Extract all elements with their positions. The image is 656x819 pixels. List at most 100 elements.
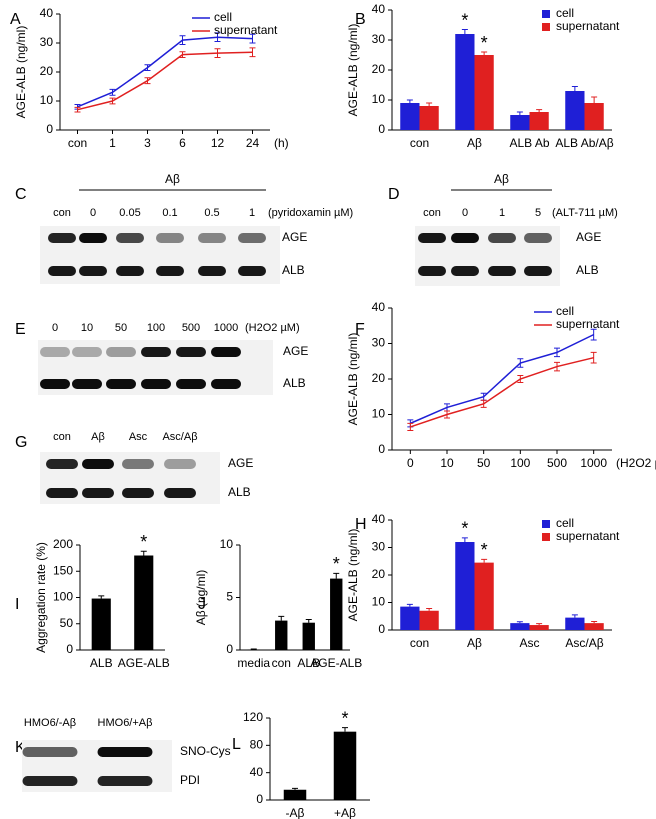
x-unit: (h) bbox=[274, 136, 289, 150]
significance-star: * bbox=[461, 519, 468, 539]
bar bbox=[302, 622, 315, 650]
y-tick-label: 30 bbox=[372, 32, 386, 46]
band bbox=[82, 459, 114, 469]
band bbox=[79, 266, 107, 276]
y-tick-label: 40 bbox=[372, 2, 386, 16]
lane-label: 0.5 bbox=[204, 207, 219, 219]
bar bbox=[455, 542, 475, 630]
band bbox=[97, 747, 153, 757]
error-bar bbox=[292, 787, 298, 790]
legend-swatch bbox=[542, 533, 550, 541]
lane-label: 5 bbox=[535, 207, 541, 219]
y-tick-label: 20 bbox=[372, 567, 386, 581]
band bbox=[488, 233, 516, 243]
bar bbox=[584, 103, 604, 130]
x-tick-label: -Aβ bbox=[286, 806, 305, 819]
error-bar bbox=[406, 99, 413, 103]
lane-label: con bbox=[53, 431, 71, 443]
band bbox=[211, 347, 241, 357]
y-tick-label: 50 bbox=[60, 616, 74, 630]
x-unit: (H2O2 µM) bbox=[616, 456, 656, 470]
bar bbox=[529, 112, 549, 130]
band bbox=[48, 233, 76, 243]
panel-label: I bbox=[15, 596, 19, 613]
legend-label: supernatant bbox=[214, 23, 278, 37]
lane-label: 500 bbox=[182, 322, 200, 334]
band bbox=[176, 347, 206, 357]
bar bbox=[330, 578, 343, 650]
band bbox=[46, 488, 78, 498]
x-tick-label: 24 bbox=[246, 136, 260, 150]
x-tick-label: con bbox=[410, 636, 429, 650]
band bbox=[156, 266, 184, 276]
legend-label: cell bbox=[556, 516, 574, 530]
error-bar bbox=[278, 615, 285, 621]
x-tick-label: 100 bbox=[510, 456, 530, 470]
y-tick-label: 0 bbox=[46, 122, 53, 136]
lane-unit: (ALT-711 µM) bbox=[552, 207, 618, 219]
x-tick-label: 10 bbox=[440, 456, 454, 470]
x-tick-label: AGE-ALB bbox=[310, 656, 362, 670]
x-tick-label: +Aβ bbox=[334, 806, 356, 819]
band bbox=[198, 266, 226, 276]
row-label: ALB bbox=[576, 263, 599, 277]
error-bar bbox=[342, 727, 348, 732]
lane-label: 0 bbox=[90, 207, 96, 219]
line bbox=[410, 333, 594, 425]
x-tick-label: con bbox=[410, 136, 429, 150]
x-tick-label: 1 bbox=[109, 136, 116, 150]
bar bbox=[134, 555, 154, 650]
y-tick-label: 40 bbox=[250, 765, 264, 779]
x-tick-label: 6 bbox=[179, 136, 186, 150]
bar bbox=[247, 649, 260, 650]
lane-label: con bbox=[53, 207, 71, 219]
bar bbox=[474, 55, 494, 130]
error-bar bbox=[249, 33, 256, 44]
band bbox=[238, 266, 266, 276]
y-tick-label: 0 bbox=[256, 792, 263, 806]
bar bbox=[510, 115, 530, 130]
error-bar bbox=[407, 422, 414, 431]
band bbox=[122, 459, 154, 469]
lane-label: Asc bbox=[129, 431, 148, 443]
band bbox=[164, 488, 196, 498]
row-label: ALB bbox=[282, 263, 305, 277]
bar bbox=[333, 731, 357, 800]
row-label: AGE bbox=[576, 230, 601, 244]
bar bbox=[510, 623, 530, 630]
y-tick-label: 150 bbox=[53, 563, 73, 577]
y-tick-label: 10 bbox=[372, 595, 386, 609]
row-label: ALB bbox=[283, 376, 306, 390]
error-bar bbox=[461, 537, 468, 542]
x-tick-label: con bbox=[68, 136, 87, 150]
lane-label: 0 bbox=[462, 207, 468, 219]
error-bar bbox=[406, 603, 413, 607]
band bbox=[176, 379, 206, 389]
panel-label: B bbox=[355, 11, 366, 28]
error-bar bbox=[591, 620, 598, 624]
error-bar bbox=[590, 351, 597, 364]
error-bar bbox=[517, 374, 524, 384]
y-tick-label: 20 bbox=[40, 64, 54, 78]
x-tick-label: 500 bbox=[547, 456, 567, 470]
error-bar bbox=[74, 106, 81, 113]
y-tick-label: 100 bbox=[53, 590, 73, 604]
y-tick-label: 120 bbox=[243, 710, 263, 724]
x-tick-label: 12 bbox=[211, 136, 225, 150]
legend-label: cell bbox=[214, 10, 232, 24]
x-tick-label: Aβ bbox=[467, 636, 482, 650]
line bbox=[410, 356, 594, 428]
band bbox=[418, 233, 446, 243]
y-tick-label: 30 bbox=[372, 540, 386, 554]
band bbox=[46, 459, 78, 469]
error-bar bbox=[426, 608, 433, 611]
significance-star: * bbox=[333, 554, 340, 574]
lane-label: Asc/Aβ bbox=[162, 431, 197, 443]
y-tick-label: 10 bbox=[40, 93, 54, 107]
lane-label: HMO6/-Aβ bbox=[24, 717, 76, 729]
y-tick-label: 0 bbox=[378, 442, 385, 456]
row-label: AGE bbox=[228, 456, 253, 470]
y-axis-label: Aβ (ng/ml) bbox=[194, 570, 208, 626]
legend-swatch bbox=[542, 10, 550, 18]
error-bar bbox=[249, 47, 256, 58]
